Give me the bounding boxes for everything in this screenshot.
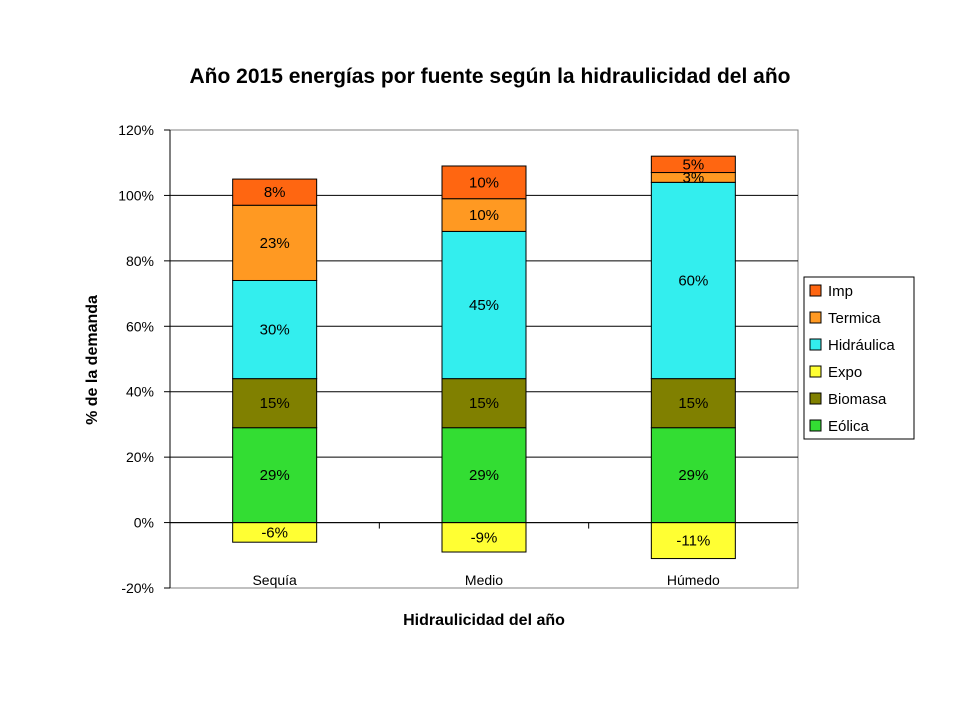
legend: Imp Termica Hidráulica Expo Biomasa Eólica [803, 276, 915, 440]
data-label: 15% [678, 395, 708, 412]
bar-segment [441, 230, 527, 380]
data-label: -6% [261, 524, 288, 541]
bar-segment [650, 155, 736, 174]
x-axis-ticks: Sequía Medio Húmedo [252, 522, 720, 588]
x-tick-label: Húmedo [667, 572, 720, 588]
legend-label: Biomasa [828, 391, 887, 408]
bar-segment [650, 378, 736, 429]
bar-segment [441, 427, 527, 524]
data-label: 29% [469, 467, 499, 484]
legend-swatch [809, 392, 822, 405]
bar-segment [232, 427, 318, 524]
legend-swatch [809, 419, 822, 432]
data-label: 8% [264, 184, 286, 201]
legend-label: Imp [828, 283, 853, 300]
bar-segment [232, 178, 318, 206]
bar-segment [441, 378, 527, 429]
y-tick-label: 40% [126, 384, 154, 400]
y-tick-label: 20% [126, 449, 154, 465]
data-label: 15% [469, 395, 499, 412]
data-label: 60% [678, 272, 708, 289]
data-label: -11% [676, 533, 710, 550]
chart-title: Año 2015 energías por fuente según la hi… [190, 65, 791, 88]
legend-box [803, 276, 915, 440]
legend-swatch [809, 338, 822, 351]
legend-label: Termica [828, 310, 881, 327]
bar-segment [232, 204, 318, 281]
data-label: 29% [260, 467, 290, 484]
x-axis-title: Hidraulicidad del año [403, 612, 565, 629]
y-tick-label: -20% [121, 580, 154, 596]
legend-swatch [809, 284, 822, 297]
y-axis-ticks: -20% 0% 20% 40% 60% 80% 100% 120% [118, 122, 171, 596]
data-label: 45% [469, 297, 499, 314]
legend-label: Eólica [828, 418, 870, 435]
bar-segment [650, 522, 736, 560]
data-label: 15% [260, 395, 290, 412]
legend-swatch [809, 365, 822, 378]
data-label: -9% [471, 529, 498, 546]
x-tick-label: Sequía [252, 572, 297, 588]
bar-segment [650, 427, 736, 524]
y-axis-title: % de la demanda [84, 295, 101, 425]
bar-segment [232, 378, 318, 429]
data-label: 5% [682, 156, 704, 173]
data-label: 23% [260, 235, 290, 252]
bar-segment [441, 522, 527, 553]
bar-segment [650, 181, 736, 380]
data-label: 10% [469, 174, 499, 191]
data-label: 3% [682, 169, 704, 186]
y-tick-label: 120% [118, 122, 154, 138]
y-tick-label: 60% [126, 318, 154, 334]
bar-segment [232, 279, 318, 380]
legend-label: Hidráulica [828, 337, 895, 354]
legend-label: Expo [828, 364, 862, 381]
data-label: 29% [678, 467, 708, 484]
bars: 29% 15% -6% 30% 23% 8% 29% 15% -9% 45% 10% 10% 29% 15… [170, 155, 798, 560]
y-tick-label: 0% [134, 515, 154, 531]
y-tick-label: 100% [118, 187, 154, 203]
data-label: 10% [469, 207, 499, 224]
data-label: 30% [260, 322, 290, 339]
y-tick-label: 80% [126, 253, 154, 269]
x-tick-label: Medio [465, 572, 503, 588]
legend-swatch [809, 311, 822, 324]
bar-segment [441, 165, 527, 200]
bar-segment [441, 198, 527, 232]
